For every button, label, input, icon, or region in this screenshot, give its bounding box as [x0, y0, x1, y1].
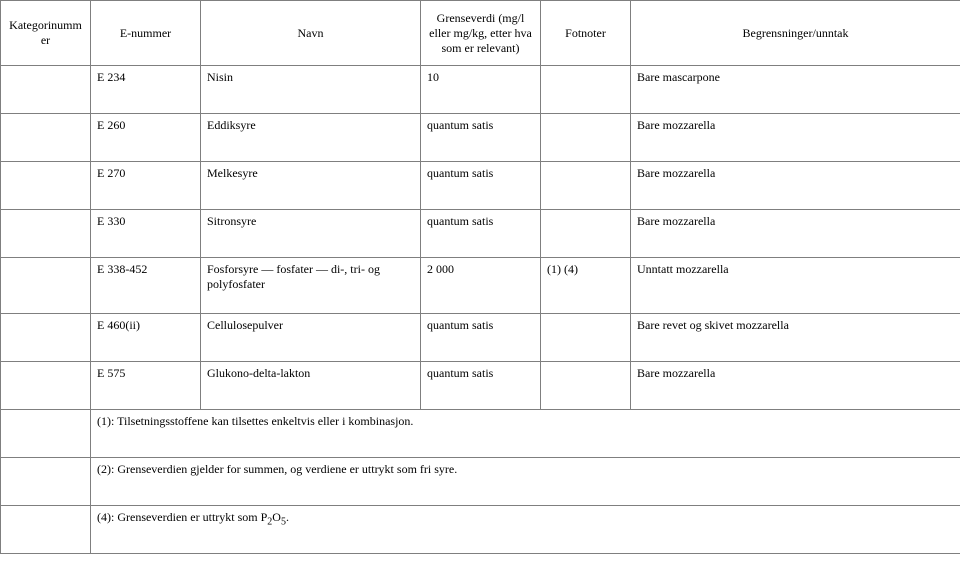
cell-begr: Bare mascarpone: [631, 66, 960, 114]
footnote-row: (4): Grenseverdien er uttrykt som P2O5.: [1, 506, 960, 554]
table-row: E 260 Eddiksyre quantum satis Bare mozza…: [1, 114, 960, 162]
footnote-row: (1): Tilsetningsstoffene kan tilsettes e…: [1, 410, 960, 458]
footnote-1: (1): Tilsetningsstoffene kan tilsettes e…: [91, 410, 960, 458]
footnote-4-prefix: (4): Grenseverdien er uttrykt som P: [97, 510, 267, 524]
cell-navn: Nisin: [201, 66, 421, 114]
cell-cat: [1, 314, 91, 362]
cell-fot: [541, 66, 631, 114]
cell-fot: [541, 362, 631, 410]
table-row: E 270 Melkesyre quantum satis Bare mozza…: [1, 162, 960, 210]
cell-grense: quantum satis: [421, 114, 541, 162]
cell-fot: [541, 314, 631, 362]
cell-grense: 10: [421, 66, 541, 114]
cell-cat: [1, 114, 91, 162]
footnote-2: (2): Grenseverdien gjelder for summen, o…: [91, 458, 960, 506]
cell-navn: Melkesyre: [201, 162, 421, 210]
cell-fot: (1) (4): [541, 258, 631, 314]
cell-empty-cat: [1, 506, 91, 554]
cell-enum: E 234: [91, 66, 201, 114]
cell-enum: E 460(ii): [91, 314, 201, 362]
cell-cat: [1, 210, 91, 258]
col-fotnoter: Fotnoter: [541, 1, 631, 66]
footnote-row: (2): Grenseverdien gjelder for summen, o…: [1, 458, 960, 506]
cell-navn: Cellulosepulver: [201, 314, 421, 362]
cell-navn: Sitronsyre: [201, 210, 421, 258]
cell-fot: [541, 162, 631, 210]
table-row: E 330 Sitronsyre quantum satis Bare mozz…: [1, 210, 960, 258]
cell-begr: Bare mozzarella: [631, 114, 960, 162]
cell-navn: Eddiksyre: [201, 114, 421, 162]
cell-begr: Unntatt mozzarella: [631, 258, 960, 314]
cell-begr: Bare revet og skivet mozzarella: [631, 314, 960, 362]
col-navn: Navn: [201, 1, 421, 66]
cell-grense: quantum satis: [421, 314, 541, 362]
table-row: E 234 Nisin 10 Bare mascarpone: [1, 66, 960, 114]
cell-grense: quantum satis: [421, 210, 541, 258]
footnote-4-dot: .: [286, 510, 289, 524]
cell-grense: 2 000: [421, 258, 541, 314]
table-row: E 575 Glukono-delta-lakton quantum satis…: [1, 362, 960, 410]
cell-navn: Glukono-delta-lakton: [201, 362, 421, 410]
cell-cat: [1, 258, 91, 314]
header-row: Kategorinummer E-nummer Navn Grenseverdi…: [1, 1, 960, 66]
cell-enum: E 330: [91, 210, 201, 258]
col-begrensninger: Begrensninger/unntak: [631, 1, 960, 66]
cell-cat: [1, 66, 91, 114]
cell-enum: E 260: [91, 114, 201, 162]
cell-begr: Bare mozzarella: [631, 210, 960, 258]
cell-grense: quantum satis: [421, 362, 541, 410]
footnote-4: (4): Grenseverdien er uttrykt som P2O5.: [91, 506, 960, 554]
footnote-4-o: O: [272, 510, 281, 524]
cell-empty-cat: [1, 410, 91, 458]
cell-navn: Fosforsyre — fosfater — di-, tri- og pol…: [201, 258, 421, 314]
cell-cat: [1, 362, 91, 410]
cell-enum: E 575: [91, 362, 201, 410]
col-kategorinummer: Kategorinummer: [1, 1, 91, 66]
additives-table: Kategorinummer E-nummer Navn Grenseverdi…: [0, 0, 960, 554]
cell-fot: [541, 210, 631, 258]
col-enummer: E-nummer: [91, 1, 201, 66]
cell-empty-cat: [1, 458, 91, 506]
table-row: E 338-452 Fosforsyre — fosfater — di-, t…: [1, 258, 960, 314]
cell-fot: [541, 114, 631, 162]
cell-cat: [1, 162, 91, 210]
cell-enum: E 270: [91, 162, 201, 210]
table-row: E 460(ii) Cellulosepulver quantum satis …: [1, 314, 960, 362]
cell-enum: E 338-452: [91, 258, 201, 314]
cell-begr: Bare mozzarella: [631, 362, 960, 410]
cell-begr: Bare mozzarella: [631, 162, 960, 210]
col-grenseverdi: Grenseverdi (mg/l eller mg/kg, etter hva…: [421, 1, 541, 66]
cell-grense: quantum satis: [421, 162, 541, 210]
